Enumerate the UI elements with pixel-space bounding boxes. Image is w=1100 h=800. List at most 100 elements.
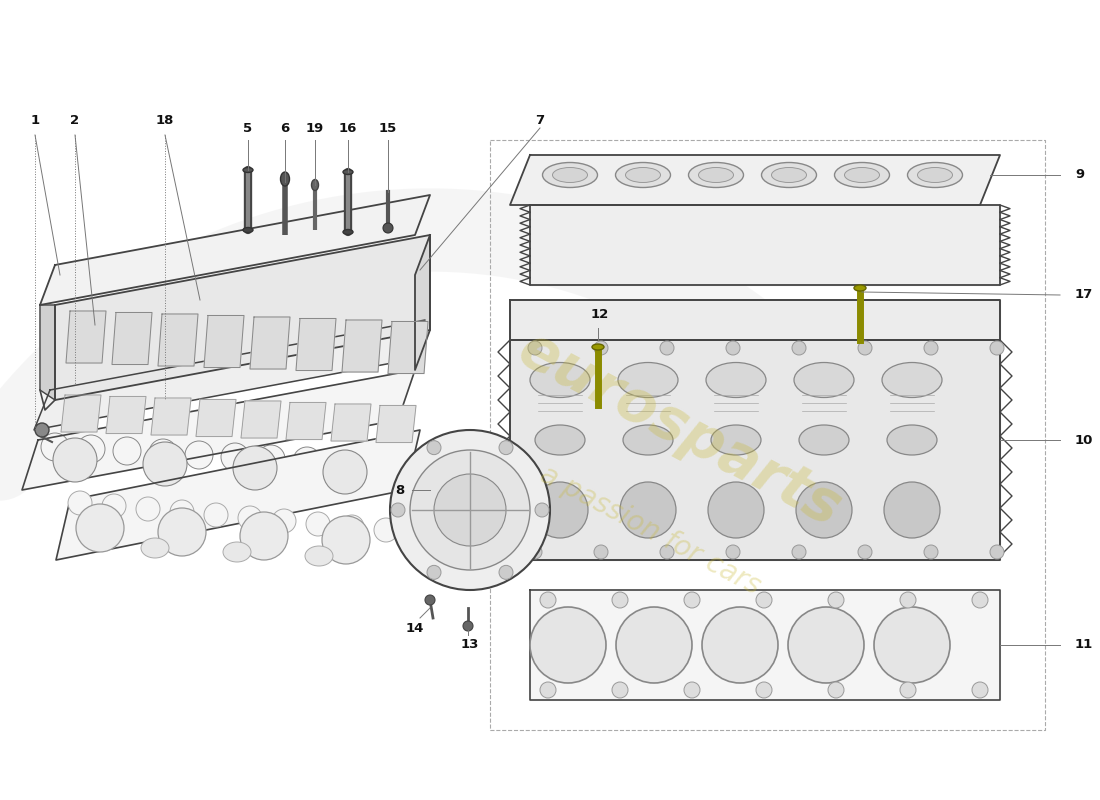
- Circle shape: [528, 341, 542, 355]
- Ellipse shape: [706, 362, 766, 398]
- Ellipse shape: [280, 172, 289, 186]
- Polygon shape: [388, 322, 428, 374]
- Text: 9: 9: [1075, 169, 1085, 182]
- Polygon shape: [331, 404, 371, 441]
- Circle shape: [874, 607, 950, 683]
- Circle shape: [858, 341, 872, 355]
- Polygon shape: [530, 205, 1000, 285]
- Text: 5: 5: [243, 122, 253, 134]
- Circle shape: [322, 516, 370, 564]
- Ellipse shape: [917, 167, 953, 182]
- Polygon shape: [510, 155, 1000, 205]
- Text: 10: 10: [1075, 434, 1093, 446]
- Polygon shape: [530, 590, 1000, 700]
- Circle shape: [726, 545, 740, 559]
- Circle shape: [792, 341, 806, 355]
- Circle shape: [612, 592, 628, 608]
- Circle shape: [113, 437, 141, 465]
- Circle shape: [616, 607, 692, 683]
- Circle shape: [660, 341, 674, 355]
- Ellipse shape: [616, 162, 671, 187]
- Circle shape: [792, 545, 806, 559]
- Ellipse shape: [711, 425, 761, 455]
- Ellipse shape: [141, 538, 169, 558]
- Polygon shape: [204, 315, 244, 367]
- Circle shape: [796, 482, 852, 538]
- Circle shape: [76, 504, 124, 552]
- Circle shape: [272, 509, 296, 533]
- Polygon shape: [510, 340, 1000, 560]
- Circle shape: [374, 518, 398, 542]
- Circle shape: [990, 341, 1004, 355]
- Circle shape: [170, 500, 194, 524]
- Text: eurosparts: eurosparts: [509, 321, 851, 539]
- Circle shape: [858, 545, 872, 559]
- Circle shape: [257, 445, 285, 473]
- Circle shape: [204, 503, 228, 527]
- Circle shape: [148, 439, 177, 467]
- Ellipse shape: [535, 425, 585, 455]
- Circle shape: [756, 592, 772, 608]
- Ellipse shape: [243, 227, 253, 233]
- Circle shape: [726, 341, 740, 355]
- Ellipse shape: [845, 167, 880, 182]
- Circle shape: [35, 423, 50, 437]
- Text: 11: 11: [1075, 638, 1093, 651]
- Circle shape: [102, 494, 126, 518]
- Circle shape: [499, 441, 513, 454]
- Circle shape: [143, 442, 187, 486]
- Ellipse shape: [761, 162, 816, 187]
- Circle shape: [425, 595, 435, 605]
- Polygon shape: [34, 320, 425, 430]
- Circle shape: [427, 566, 441, 579]
- Circle shape: [540, 682, 556, 698]
- Circle shape: [708, 482, 764, 538]
- Circle shape: [535, 503, 549, 517]
- Polygon shape: [158, 314, 198, 366]
- Ellipse shape: [223, 542, 251, 562]
- Text: 14: 14: [406, 622, 425, 634]
- Text: 6: 6: [280, 122, 289, 134]
- Circle shape: [702, 607, 778, 683]
- Circle shape: [828, 592, 844, 608]
- Circle shape: [41, 433, 69, 461]
- Circle shape: [540, 592, 556, 608]
- Polygon shape: [151, 398, 191, 435]
- Polygon shape: [66, 311, 106, 363]
- Circle shape: [240, 512, 288, 560]
- Circle shape: [788, 607, 864, 683]
- Ellipse shape: [618, 362, 678, 398]
- Polygon shape: [196, 399, 236, 437]
- Circle shape: [53, 438, 97, 482]
- Circle shape: [365, 451, 393, 479]
- Circle shape: [390, 430, 550, 590]
- Ellipse shape: [623, 425, 673, 455]
- Polygon shape: [376, 406, 416, 442]
- Polygon shape: [55, 235, 430, 400]
- Circle shape: [684, 682, 700, 698]
- Circle shape: [900, 592, 916, 608]
- Circle shape: [884, 482, 940, 538]
- Circle shape: [463, 621, 473, 631]
- Circle shape: [828, 682, 844, 698]
- Circle shape: [612, 682, 628, 698]
- Polygon shape: [286, 402, 326, 439]
- Circle shape: [594, 341, 608, 355]
- Circle shape: [77, 435, 104, 463]
- Circle shape: [594, 545, 608, 559]
- Circle shape: [990, 545, 1004, 559]
- Text: 13: 13: [461, 638, 480, 651]
- Circle shape: [528, 545, 542, 559]
- Circle shape: [972, 682, 988, 698]
- Text: 1: 1: [31, 114, 40, 126]
- Polygon shape: [250, 317, 290, 369]
- Circle shape: [756, 682, 772, 698]
- Circle shape: [900, 682, 916, 698]
- Circle shape: [532, 482, 588, 538]
- Text: 12: 12: [591, 309, 609, 322]
- Circle shape: [499, 566, 513, 579]
- Ellipse shape: [243, 167, 253, 173]
- Polygon shape: [342, 320, 382, 372]
- Polygon shape: [112, 313, 152, 365]
- Ellipse shape: [908, 162, 962, 187]
